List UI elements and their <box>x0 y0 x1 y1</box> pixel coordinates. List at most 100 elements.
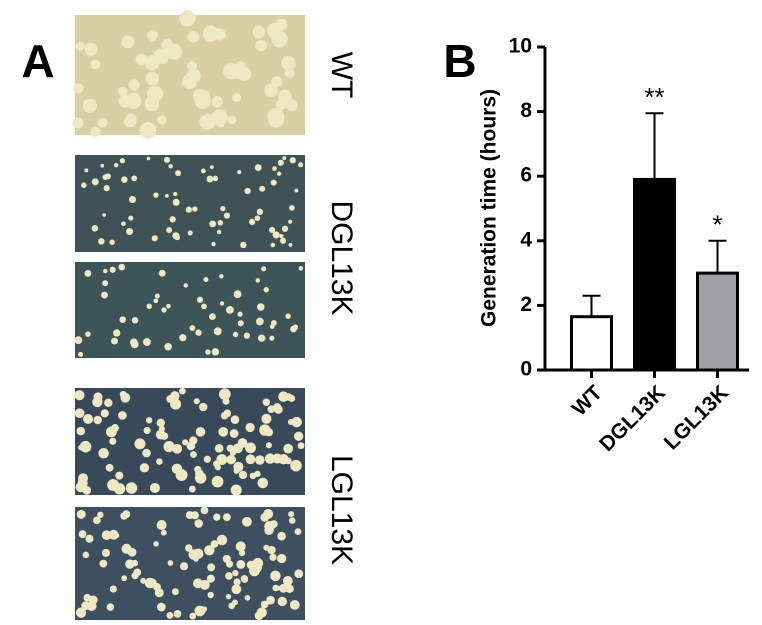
colony <box>267 107 285 125</box>
colony <box>93 516 101 525</box>
colony <box>290 459 302 472</box>
colony <box>115 471 124 480</box>
colony <box>275 99 287 111</box>
colony <box>240 241 247 249</box>
colony <box>264 453 276 464</box>
colony <box>88 595 98 605</box>
colony <box>232 93 241 103</box>
colony <box>121 35 135 49</box>
colony <box>257 477 269 489</box>
colony <box>288 219 293 224</box>
colony <box>294 528 302 536</box>
colony <box>255 278 261 283</box>
colony <box>292 324 299 330</box>
colony <box>101 291 108 299</box>
colony <box>210 540 219 548</box>
colony <box>193 398 200 405</box>
colony <box>211 96 223 108</box>
colony <box>294 188 299 193</box>
colony <box>237 311 243 317</box>
colony <box>212 175 219 182</box>
colony <box>156 520 167 531</box>
plate-photo <box>75 155 305 252</box>
colony <box>218 426 229 437</box>
colony <box>294 569 304 579</box>
colony <box>200 506 209 515</box>
colony <box>233 70 243 80</box>
colony <box>102 280 109 287</box>
colony <box>201 303 207 310</box>
colony <box>156 458 163 465</box>
colony <box>269 324 275 329</box>
colony <box>284 457 292 465</box>
colony <box>121 221 126 227</box>
colony <box>249 565 260 577</box>
colony <box>173 610 182 618</box>
colony <box>131 559 139 567</box>
colony <box>172 443 183 454</box>
colony <box>119 316 127 324</box>
colony <box>207 591 214 599</box>
colony <box>257 334 266 342</box>
colony <box>152 583 162 592</box>
plate-photo <box>75 262 305 358</box>
colony <box>144 577 156 589</box>
colony <box>255 39 267 52</box>
colony <box>153 541 159 547</box>
colony <box>285 313 291 319</box>
colony <box>244 594 251 601</box>
colony <box>263 286 269 293</box>
colony <box>237 320 244 327</box>
colony <box>145 417 153 424</box>
colony <box>158 269 166 277</box>
colony <box>203 455 211 463</box>
colony <box>237 170 242 175</box>
colony <box>109 239 115 245</box>
colony <box>232 331 239 338</box>
colony <box>206 574 215 583</box>
colony <box>105 463 114 472</box>
colony <box>128 215 134 221</box>
significance-label: ** <box>644 82 664 112</box>
colony <box>140 577 147 584</box>
colony <box>200 168 206 174</box>
colony <box>273 404 283 414</box>
colony <box>156 602 166 612</box>
colony <box>182 439 189 446</box>
colony <box>179 10 196 27</box>
colony <box>270 179 277 186</box>
colony <box>298 266 304 271</box>
colony <box>74 408 85 419</box>
colony <box>104 398 113 408</box>
panel-label: B <box>443 35 476 87</box>
colony <box>120 512 128 520</box>
colony <box>82 551 90 559</box>
significance-label: * <box>712 210 722 240</box>
colony <box>245 442 256 454</box>
colony <box>192 206 198 212</box>
colony <box>260 513 270 522</box>
colony <box>199 90 210 101</box>
colony <box>105 426 117 438</box>
colony <box>270 570 281 582</box>
colony <box>243 332 251 339</box>
colony <box>255 317 264 326</box>
colony <box>82 98 97 113</box>
colony <box>163 441 175 453</box>
colony <box>229 429 239 438</box>
colony <box>230 415 240 424</box>
colony <box>146 156 151 161</box>
panel-label: A <box>21 35 54 87</box>
colony <box>194 519 203 528</box>
colony <box>154 293 160 299</box>
colony <box>207 563 216 572</box>
colony <box>166 612 174 619</box>
colony <box>277 596 287 607</box>
colony <box>219 301 225 306</box>
colony <box>187 30 200 43</box>
colony <box>108 529 119 540</box>
colony <box>230 484 242 496</box>
colony <box>84 168 89 173</box>
colony <box>166 227 173 234</box>
colony <box>109 437 117 445</box>
